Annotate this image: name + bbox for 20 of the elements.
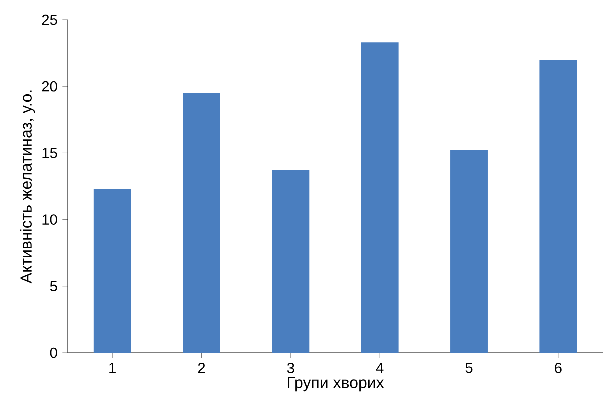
y-axis-title: Активність желатиназ, у.о. (20, 90, 36, 284)
x-tick-label: 3 (287, 363, 294, 374)
x-tick-label: 1 (110, 363, 116, 374)
bar (361, 42, 399, 353)
y-tick-label: 20 (42, 81, 58, 92)
bar (272, 170, 310, 353)
bar (450, 150, 488, 353)
bar (540, 60, 578, 353)
x-tick-label: 4 (376, 363, 384, 374)
x-tick-label: 6 (555, 363, 562, 374)
y-tick-label: 10 (42, 214, 58, 225)
y-tick-label: 0 (50, 348, 58, 358)
x-tick-label: 5 (466, 363, 473, 374)
bar (183, 93, 220, 353)
y-tick-label: 15 (42, 148, 58, 158)
x-tick-label: 2 (198, 363, 206, 374)
bar (94, 189, 132, 353)
y-tick-label: 25 (42, 14, 58, 26)
x-axis-title: Групи хворих (288, 377, 384, 392)
y-tick-label: 5 (50, 281, 58, 292)
